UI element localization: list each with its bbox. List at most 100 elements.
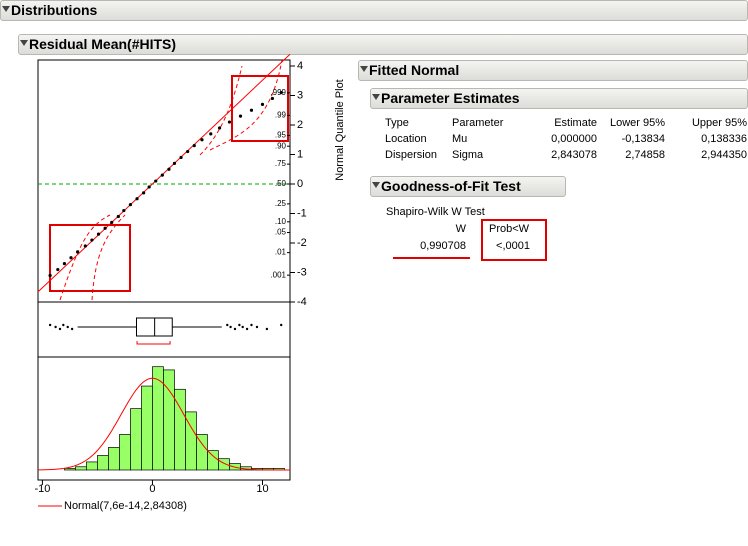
table-cell: Upper 95% (691, 117, 747, 129)
distributions-bar[interactable]: Distributions (0, 0, 748, 21)
point (167, 167, 171, 171)
outlier (245, 327, 249, 331)
fitted-normal-bar[interactable]: Fitted Normal (358, 60, 748, 81)
table-cell: 0,000000 (551, 133, 597, 145)
outlier (250, 323, 253, 327)
table-cell: Sigma (452, 149, 484, 161)
table-cell: Type (385, 117, 409, 129)
table-cell: 2,74858 (625, 149, 665, 161)
x-tick-label: 0 (149, 483, 155, 495)
prob-tick-label: .001 (270, 270, 286, 279)
prob-tick-label: .95 (275, 131, 287, 140)
table-cell: Lower 95% (609, 117, 665, 129)
table-cell: 2,843078 (551, 149, 597, 161)
table-cell: W (455, 223, 466, 235)
fitted-title: Fitted Normal (369, 62, 460, 78)
hist-bar (108, 447, 120, 471)
x-tick-label: 10 (256, 483, 268, 495)
hist-bar (64, 468, 76, 471)
point (96, 232, 101, 236)
table-cell: Location (385, 133, 427, 145)
confidence-curve (59, 59, 283, 301)
outlier (238, 323, 241, 327)
outlier (48, 323, 52, 327)
y-tick-label: 3 (297, 89, 303, 101)
point (217, 126, 222, 130)
point (128, 203, 133, 207)
y-tick-label: 0 (297, 178, 303, 190)
point (90, 238, 94, 242)
prob-tick-label: .99 (275, 110, 287, 119)
point (260, 102, 265, 106)
residual-bar[interactable]: Residual Mean(#HITS) (18, 34, 748, 55)
point (103, 226, 107, 230)
outlier (255, 325, 259, 329)
outlier (58, 327, 62, 331)
point (186, 149, 190, 154)
table-cell: 2,944350 (701, 149, 747, 161)
prob-tick-label: .90 (275, 141, 287, 150)
point (200, 138, 204, 142)
outlier (54, 325, 57, 329)
subtitle: Residual Mean(#HITS) (29, 36, 177, 52)
point (172, 161, 177, 165)
point (249, 108, 254, 112)
point (48, 273, 52, 278)
point (192, 144, 196, 148)
point (147, 185, 151, 189)
point (179, 155, 183, 160)
y-tick-label: 2 (297, 119, 303, 131)
y-tick-label: -3 (297, 266, 307, 278)
point (62, 262, 67, 266)
confidence-curve (91, 65, 243, 301)
prob-tick-label: .10 (275, 217, 287, 226)
fit-line (37, 53, 291, 293)
table-cell: 0,138336 (701, 133, 747, 145)
table-cell: Mu (452, 133, 468, 145)
prob-tick-label: .01 (275, 248, 287, 257)
hist-bar (207, 450, 219, 471)
point (209, 132, 213, 136)
outlier (229, 325, 232, 329)
prob-tick-label: .75 (275, 159, 287, 168)
shortest-half (136, 341, 171, 345)
outlier (62, 323, 65, 327)
y-tick-label: -4 (297, 296, 307, 308)
y-tick-label: 1 (297, 148, 303, 160)
point (69, 256, 73, 260)
parameter-estimates-bar[interactable]: Parameter Estimates (370, 88, 748, 109)
prob-tick-label: .50 (275, 179, 287, 188)
table-cell: -0,13834 (621, 133, 665, 145)
table-cell: Prob<W (489, 223, 530, 235)
hist-bar (196, 434, 208, 471)
point (142, 191, 146, 195)
gof-bar[interactable]: Goodness-of-Fit Test (370, 176, 566, 197)
table-cell: Parameter (452, 117, 504, 129)
point (154, 179, 158, 183)
title: Distributions (11, 2, 98, 18)
point (116, 214, 120, 219)
outlier (70, 327, 74, 331)
estimates-title: Parameter Estimates (381, 90, 520, 106)
prob-tick-label: .05 (275, 228, 287, 237)
hist-bar (97, 455, 109, 471)
hist-bar (218, 458, 230, 471)
legend-label: Normal(7,6e-14,2,84308) (64, 500, 187, 512)
hist-bar (141, 385, 153, 471)
axis-title: Normal Quantile Plot (334, 79, 346, 181)
outlier (66, 325, 69, 329)
table-cell: Shapiro-Wilk W Test (386, 206, 485, 218)
hist-bar (119, 434, 131, 471)
point (56, 267, 60, 272)
point (110, 220, 114, 224)
hist-bar (130, 408, 142, 471)
point (238, 114, 243, 118)
highlight-box (481, 219, 547, 261)
point (270, 96, 274, 101)
hist-bar (75, 466, 87, 471)
fit-curve (37, 377, 291, 471)
point (160, 173, 164, 177)
point (135, 197, 139, 201)
